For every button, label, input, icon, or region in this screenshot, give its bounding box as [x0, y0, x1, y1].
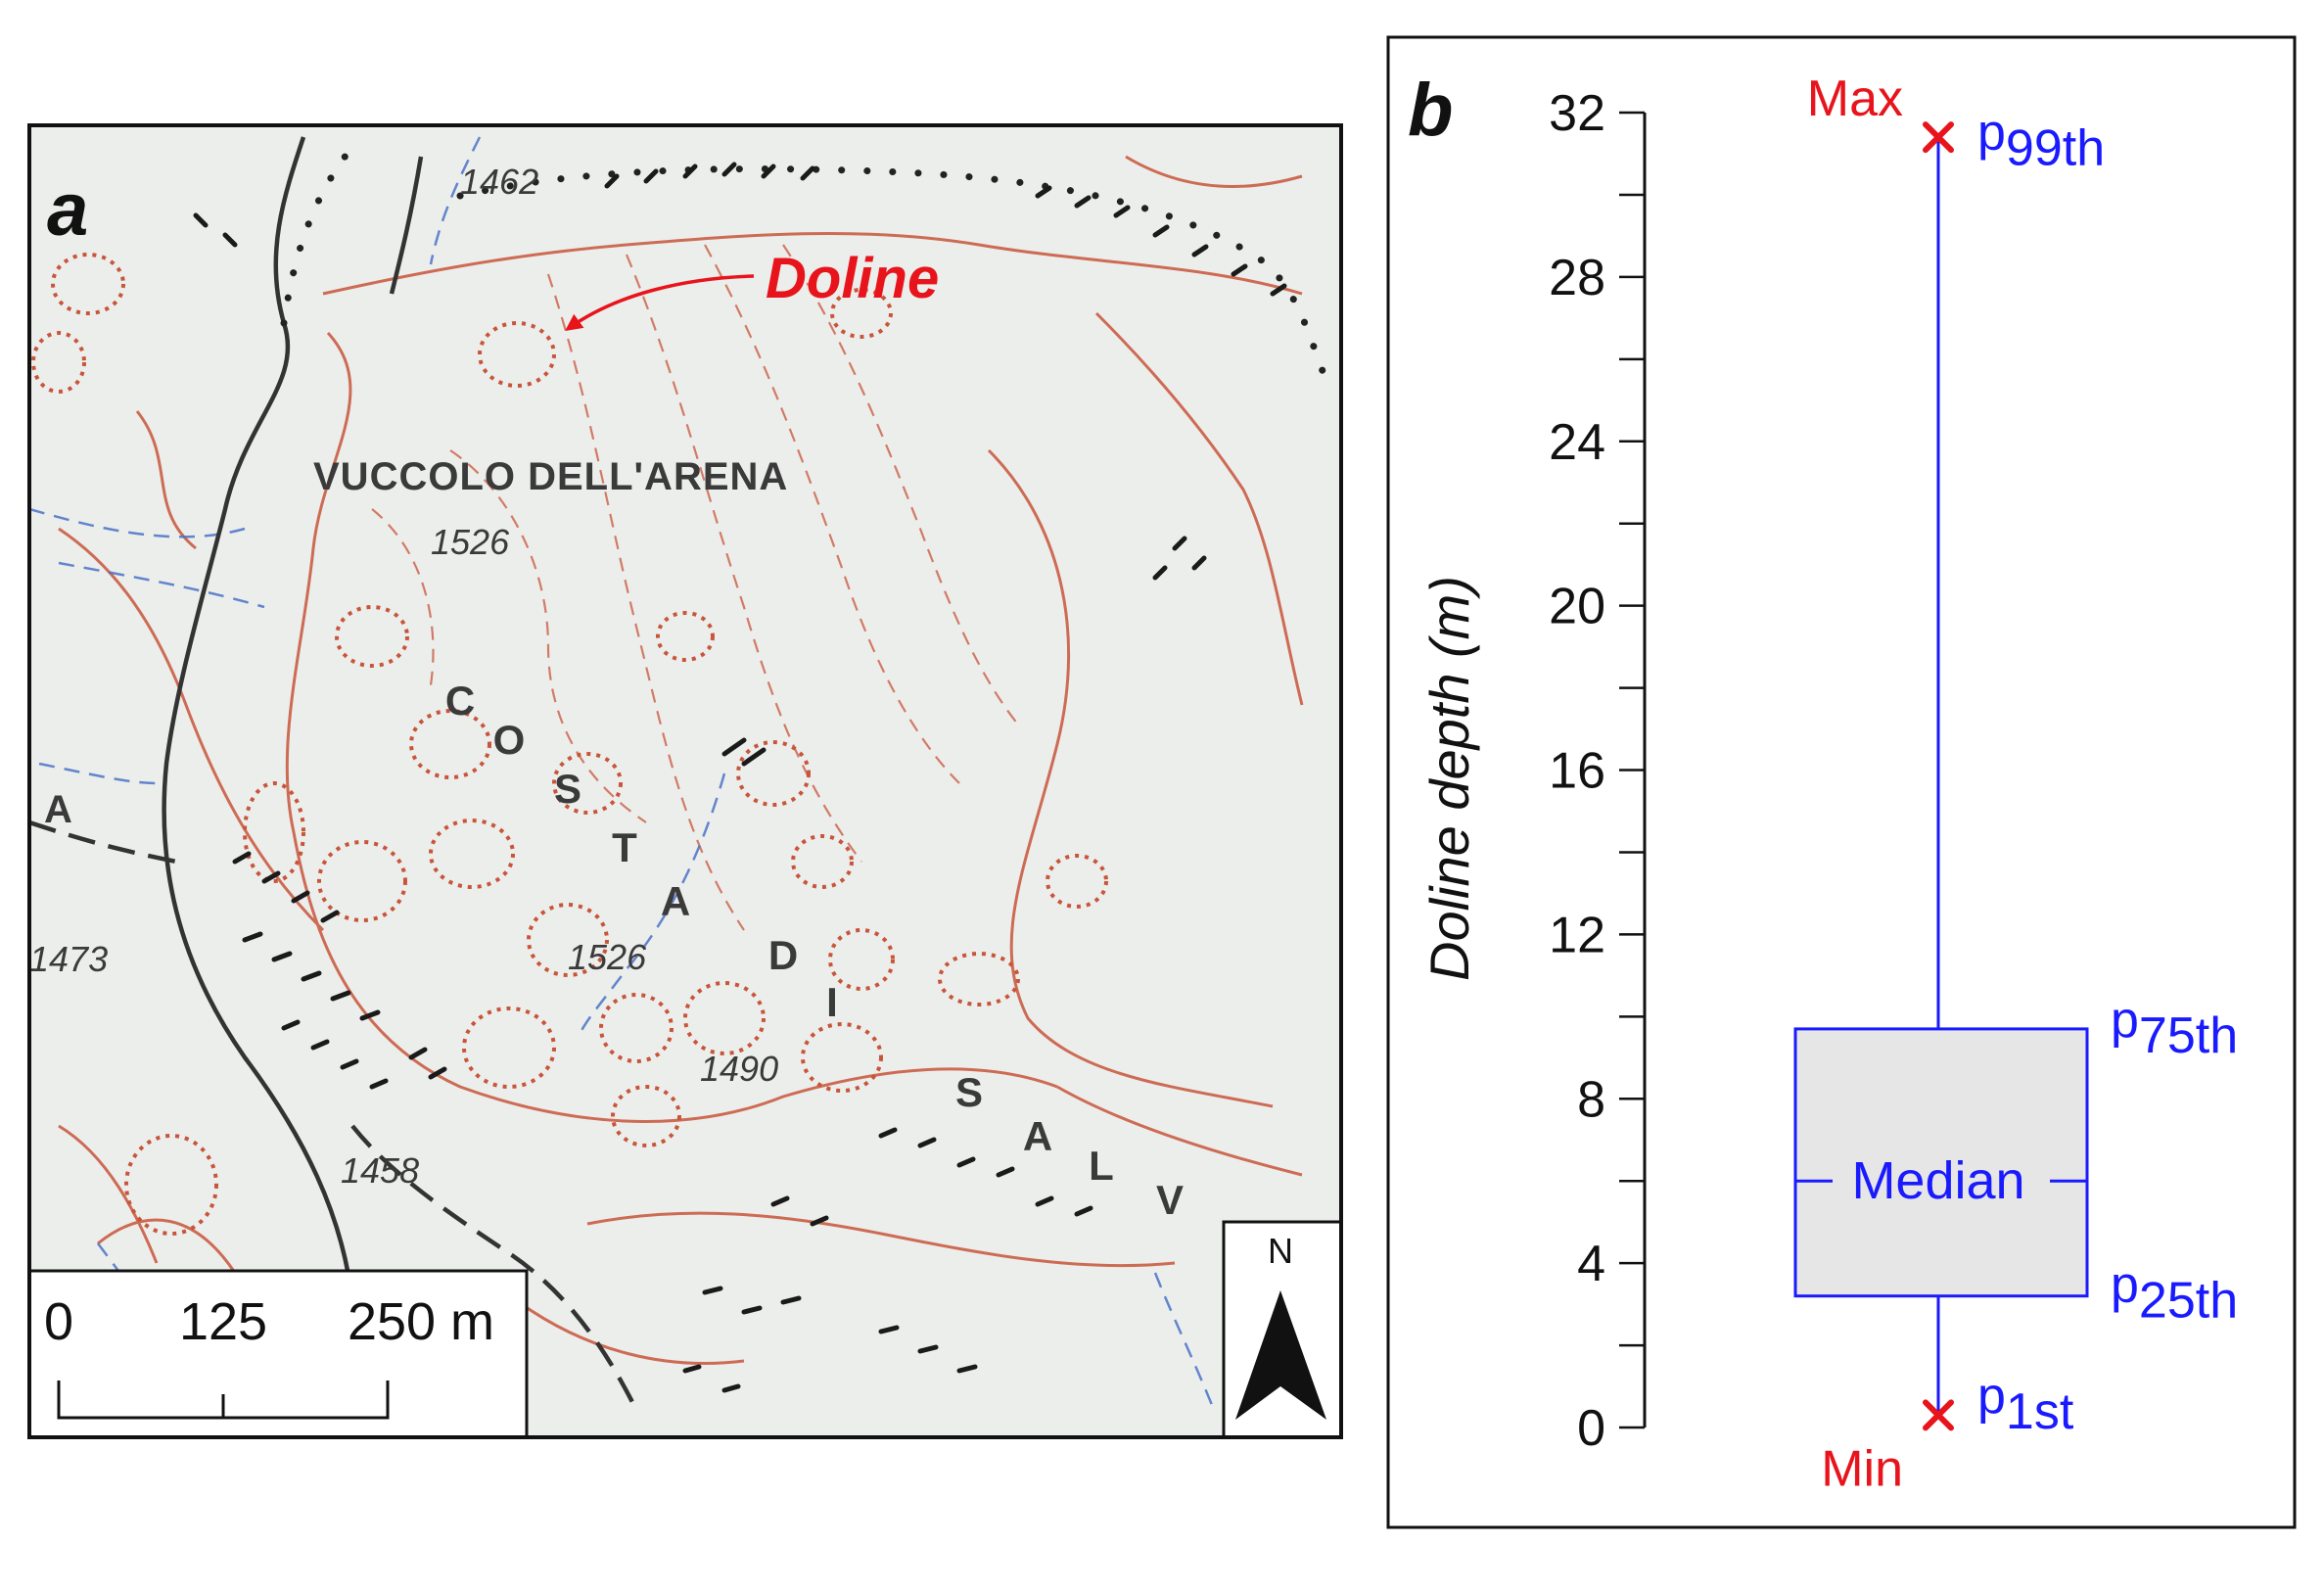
y-axis-title: Doline depth (m) — [1418, 576, 1480, 981]
p99-label: p99th — [1977, 104, 2105, 176]
salv-letter: L — [1089, 1143, 1114, 1189]
percentile-letter: p — [2111, 992, 2139, 1049]
scale-label: 125 — [179, 1292, 267, 1351]
costa-letter: T — [612, 824, 637, 870]
place-name-costa: C O S T A — [445, 678, 690, 924]
p75-label: p75th — [2111, 992, 2238, 1064]
y-tick-label: 8 — [1577, 1071, 1605, 1128]
scale-bar-labels: 0 125 250 m — [44, 1292, 494, 1351]
y-tick-label: 28 — [1549, 250, 1605, 306]
doline-label: Doline — [766, 247, 939, 310]
doline-pointer-arrow — [565, 274, 755, 332]
y-tick-label: 4 — [1577, 1236, 1605, 1292]
scale-bar-box — [27, 1269, 529, 1439]
costa-letter: C — [445, 678, 475, 724]
percentile-letter: p — [1977, 1368, 2006, 1425]
percentile-letter: p — [1977, 104, 2006, 161]
y-tick-label: 0 — [1577, 1400, 1605, 1457]
di-letter: I — [826, 979, 838, 1025]
elevation-label: 1526 — [568, 937, 647, 977]
elevation-label: 1458 — [341, 1150, 419, 1191]
y-tick-label: 20 — [1549, 579, 1605, 635]
boxplot-panel: b Doline depth (m) 0 4 8 12 16 20 24 28 32 Media… — [1386, 35, 2297, 1529]
p1-label: p1st — [1977, 1368, 2074, 1440]
place-name-di: D I — [768, 932, 838, 1025]
costa-letter: A — [661, 878, 690, 924]
dotted-boundary — [280, 143, 1335, 396]
y-axis: 0 4 8 12 16 20 24 28 32 — [1549, 85, 1647, 1457]
elevation-label: 1473 — [29, 939, 108, 979]
scale-bar-line — [57, 1380, 390, 1420]
max-marker — [1923, 121, 1954, 154]
trail — [29, 819, 639, 1412]
salv-letter: A — [1023, 1113, 1052, 1159]
map-panel: VUCCOLO DELL'ARENA C O S T A D I S A L V… — [27, 123, 1343, 1439]
place-name-edge: A — [44, 788, 72, 831]
percentile-letter: p — [2111, 1257, 2139, 1314]
percentile-suffix: 99th — [2006, 119, 2105, 176]
min-label: Min — [1821, 1440, 1903, 1497]
elevation-labels: 1462 1526 1526 1490 1473 1458 — [29, 162, 778, 1191]
iqr-box — [1793, 1027, 2089, 1298]
percentile-suffix: 25th — [2139, 1273, 2238, 1330]
y-tick-label: 32 — [1549, 85, 1605, 142]
salv-letter: S — [955, 1069, 983, 1115]
elevation-label: 1526 — [431, 522, 510, 562]
scale-label: 0 — [44, 1292, 73, 1351]
doline-hachures — [31, 253, 1108, 1236]
salv-letter: V — [1156, 1177, 1184, 1223]
panel-a-label: a — [47, 168, 88, 252]
y-tick-label: 24 — [1549, 414, 1605, 471]
place-name-vuccolo: VUCCOLO DELL'ARENA — [313, 455, 788, 498]
costa-letter: S — [554, 766, 581, 812]
panel-b-label: b — [1408, 69, 1453, 152]
dashed-contours — [371, 244, 1019, 931]
p25-label: p25th — [2111, 1257, 2238, 1330]
di-letter: D — [768, 932, 798, 978]
elevation-label: 1462 — [460, 162, 538, 202]
costa-letter: O — [493, 717, 526, 763]
north-label: N — [1268, 1231, 1293, 1271]
scale-label: 250 m — [348, 1292, 494, 1351]
map-border — [27, 123, 1343, 1439]
elevation-label: 1490 — [700, 1049, 778, 1089]
percentile-suffix: 1st — [2006, 1383, 2074, 1440]
min-marker — [1923, 1399, 1954, 1431]
map-background — [29, 125, 1341, 1437]
percentile-suffix: 75th — [2139, 1007, 2238, 1064]
y-tick-label: 12 — [1549, 907, 1605, 963]
max-label: Max — [1807, 70, 1903, 127]
rock-hachures — [193, 162, 1287, 1393]
y-tick-label: 16 — [1549, 743, 1605, 800]
place-name-salv: S A L V — [955, 1069, 1184, 1223]
north-arrow-icon — [1235, 1290, 1326, 1420]
median-label: Median — [1851, 1151, 2024, 1210]
